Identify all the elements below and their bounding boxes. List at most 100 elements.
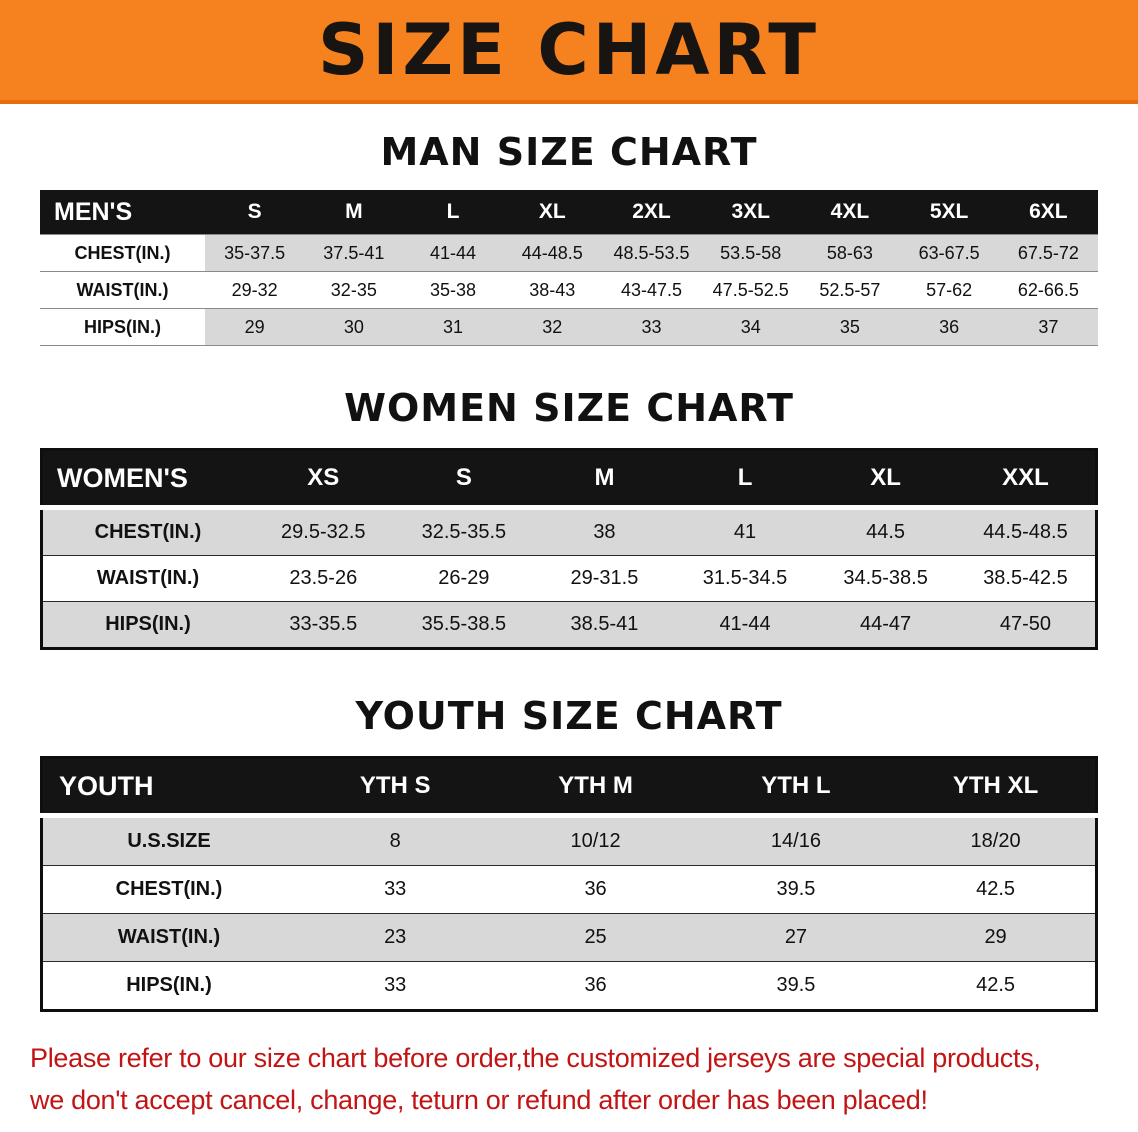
- measurement-value-cell: 29: [205, 308, 305, 346]
- measurement-value-cell: 29-31.5: [534, 555, 675, 602]
- size-header-cell: 4XL: [800, 190, 900, 235]
- measurement-value-cell: 33: [601, 308, 702, 346]
- table-title-cell: YOUTH: [41, 757, 295, 818]
- measurement-value-cell: 33: [295, 865, 496, 914]
- row-label-cell: WAIST(IN.): [40, 271, 205, 309]
- measurement-value-cell: 29: [896, 913, 1097, 962]
- measurement-value-cell: 44-47: [815, 601, 956, 649]
- men-section-heading: MAN SIZE CHART: [380, 130, 758, 174]
- measurement-value-cell: 33-35.5: [253, 601, 394, 649]
- size-header-cell: YTH L: [695, 757, 897, 818]
- measurement-value-cell: 34: [701, 308, 801, 346]
- measurement-value-cell: 33: [295, 961, 496, 1011]
- table-row: CHEST(IN.) 35-37.5 37.5-41 41-44 44-48.5 48.5…: [40, 234, 1098, 272]
- measurement-value-cell: 39.5: [695, 961, 897, 1011]
- measurement-value-cell: 62-66.5: [998, 271, 1098, 309]
- row-label-cell: HIPS(IN.): [41, 601, 253, 649]
- row-label-cell: U.S.SIZE: [41, 815, 295, 866]
- size-header-cell: XL: [815, 449, 956, 510]
- table-row: WAIST(IN.) 23 25 27 29: [41, 913, 1097, 962]
- table-header-row: WOMEN'S XS S M L XL XXL: [41, 449, 1097, 510]
- table-row: HIPS(IN.) 33 36 39.5 42.5: [41, 961, 1097, 1011]
- measurement-value-cell: 58-63: [800, 234, 900, 272]
- footer-line-1: Please refer to our size chart before or…: [30, 1043, 1041, 1073]
- measurement-value-cell: 36: [495, 865, 696, 914]
- measurement-value-cell: 14/16: [695, 815, 897, 866]
- measurement-value-cell: 41: [674, 507, 816, 556]
- measurement-value-cell: 43-47.5: [601, 271, 702, 309]
- measurement-value-cell: 44.5-48.5: [955, 507, 1097, 556]
- measurement-value-cell: 53.5-58: [701, 234, 801, 272]
- women-size-table: WOMEN'S XS S M L XL XXL CHEST(IN.) 29.5-32.5 32.5…: [40, 448, 1098, 650]
- measurement-value-cell: 35.5-38.5: [393, 601, 535, 649]
- measurement-value-cell: 32.5-35.5: [393, 507, 535, 556]
- measurement-value-cell: 63-67.5: [899, 234, 999, 272]
- youth-size-table: YOUTH YTH S YTH M YTH L YTH XL U.S.SIZE 8 10/12…: [40, 756, 1098, 1012]
- row-label-cell: CHEST(IN.): [40, 234, 205, 272]
- measurement-value-cell: 39.5: [695, 865, 897, 914]
- table-title-cell: MEN'S: [40, 190, 205, 235]
- measurement-value-cell: 36: [899, 308, 999, 346]
- measurement-value-cell: 48.5-53.5: [601, 234, 702, 272]
- measurement-value-cell: 38-43: [502, 271, 602, 309]
- size-header-cell: XL: [502, 190, 602, 235]
- row-label-cell: WAIST(IN.): [41, 913, 295, 962]
- size-header-cell: L: [674, 449, 816, 510]
- measurement-value-cell: 41-44: [674, 601, 816, 649]
- measurement-value-cell: 31: [403, 308, 503, 346]
- row-label-cell: WAIST(IN.): [41, 555, 253, 602]
- measurement-value-cell: 57-62: [899, 271, 999, 309]
- measurement-value-cell: 34.5-38.5: [815, 555, 956, 602]
- measurement-value-cell: 44.5: [815, 507, 956, 556]
- measurement-value-cell: 47-50: [955, 601, 1097, 649]
- measurement-value-cell: 26-29: [393, 555, 535, 602]
- measurement-value-cell: 23: [295, 913, 496, 962]
- measurement-value-cell: 42.5: [896, 865, 1097, 914]
- size-header-cell: 5XL: [899, 190, 999, 235]
- measurement-value-cell: 10/12: [495, 815, 696, 866]
- measurement-value-cell: 38.5-42.5: [955, 555, 1097, 602]
- row-label-cell: HIPS(IN.): [40, 308, 205, 346]
- size-header-cell: L: [403, 190, 503, 235]
- page-title: SIZE CHART: [317, 9, 821, 91]
- measurement-value-cell: 8: [295, 815, 496, 866]
- size-header-cell: YTH XL: [896, 757, 1097, 818]
- size-header-cell: XXL: [955, 449, 1097, 510]
- measurement-value-cell: 35-38: [403, 271, 503, 309]
- size-header-cell: S: [393, 449, 535, 510]
- size-chart-banner: SIZE CHART: [0, 0, 1138, 104]
- youth-section-heading: YOUTH SIZE CHART: [355, 694, 783, 738]
- footer-note: Please refer to our size chart before or…: [30, 1038, 1108, 1122]
- table-row: WAIST(IN.) 23.5-26 26-29 29-31.5 31.5-34.5 34…: [41, 555, 1097, 602]
- footer-line-2: we don't accept cancel, change, teturn o…: [30, 1084, 928, 1115]
- measurement-value-cell: 42.5: [896, 961, 1097, 1011]
- row-label-cell: HIPS(IN.): [41, 961, 295, 1011]
- measurement-value-cell: 31.5-34.5: [674, 555, 816, 602]
- size-header-cell: 2XL: [601, 190, 702, 235]
- measurement-value-cell: 18/20: [896, 815, 1097, 866]
- table-header-row: YOUTH YTH S YTH M YTH L YTH XL: [41, 757, 1097, 818]
- table-row: HIPS(IN.) 33-35.5 35.5-38.5 38.5-41 41-44 44-…: [41, 601, 1097, 649]
- measurement-value-cell: 67.5-72: [998, 234, 1098, 272]
- measurement-value-cell: 30: [304, 308, 404, 346]
- size-header-cell: M: [534, 449, 675, 510]
- measurement-value-cell: 38: [534, 507, 675, 556]
- measurement-value-cell: 41-44: [403, 234, 503, 272]
- measurement-value-cell: 35-37.5: [205, 234, 305, 272]
- measurement-value-cell: 47.5-52.5: [701, 271, 801, 309]
- measurement-value-cell: 38.5-41: [534, 601, 675, 649]
- size-header-cell: XS: [253, 449, 394, 510]
- table-row: CHEST(IN.) 33 36 39.5 42.5: [41, 865, 1097, 914]
- table-row: U.S.SIZE 8 10/12 14/16 18/20: [41, 815, 1097, 866]
- table-row: CHEST(IN.) 29.5-32.5 32.5-35.5 38 41 44.5 44.5…: [41, 507, 1097, 556]
- measurement-value-cell: 32-35: [304, 271, 404, 309]
- measurement-value-cell: 27: [695, 913, 897, 962]
- size-header-cell: M: [304, 190, 404, 235]
- measurement-value-cell: 36: [495, 961, 696, 1011]
- size-header-cell: 3XL: [701, 190, 801, 235]
- women-section-heading: WOMEN SIZE CHART: [344, 386, 794, 430]
- measurement-value-cell: 29-32: [205, 271, 305, 309]
- row-label-cell: CHEST(IN.): [41, 507, 253, 556]
- men-size-table: MEN'S S M L XL 2XL 3XL 4XL 5XL 6XL CHEST(IN.) 35-37…: [40, 190, 1098, 346]
- measurement-value-cell: 32: [502, 308, 602, 346]
